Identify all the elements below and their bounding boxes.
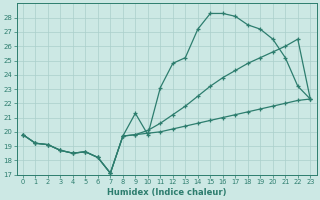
X-axis label: Humidex (Indice chaleur): Humidex (Indice chaleur) (107, 188, 226, 197)
